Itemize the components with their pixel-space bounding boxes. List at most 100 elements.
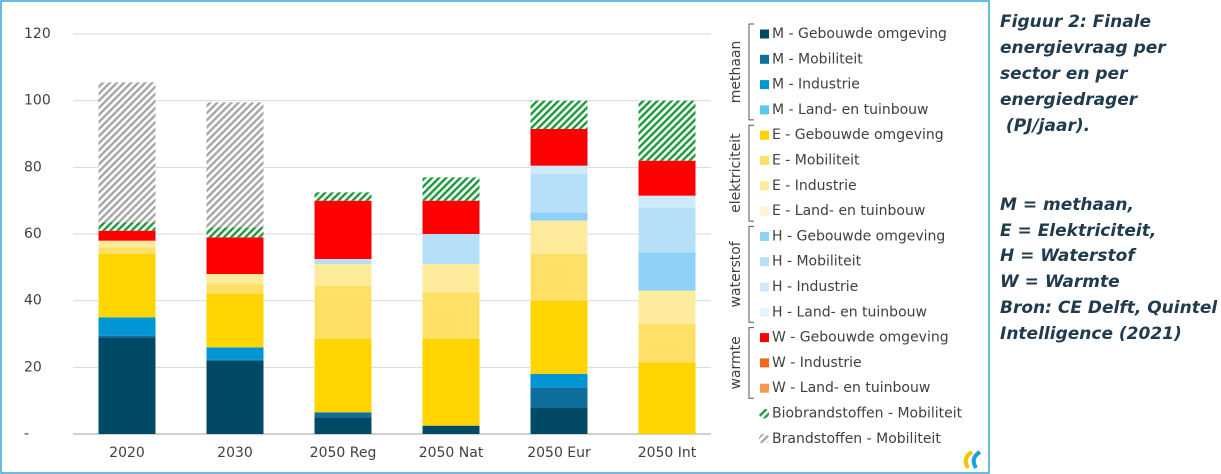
legend-swatch [760, 257, 769, 267]
legend-group-label: waterstof [728, 240, 744, 307]
bar-segment [530, 374, 588, 388]
legend-swatch [760, 80, 769, 90]
bar-segment [206, 347, 264, 360]
legend-group-label: elektriciteit [728, 133, 744, 213]
bar-segment [422, 200, 480, 234]
caption-line: sector en per [1000, 64, 1129, 84]
bar-segment [98, 317, 156, 336]
legend-group-label: warmte [728, 336, 744, 389]
x-tick-label: 2050 Nat [419, 445, 484, 461]
bar-segment [314, 264, 372, 286]
legend-swatch [760, 358, 769, 368]
bar-segment [206, 102, 264, 228]
bar-segment [422, 292, 480, 339]
bar-segment [530, 387, 588, 408]
legend-label: M - Gebouwde omgeving [772, 26, 947, 42]
bar-segment [206, 237, 264, 274]
legend-bracket [748, 225, 754, 323]
bar-segment [314, 200, 372, 259]
x-tick-label: 2050 Reg [310, 445, 377, 461]
y-tick-label: 80 [24, 159, 42, 175]
bar-segment [314, 339, 372, 413]
bar-segment [530, 212, 588, 221]
legend-bracket [748, 23, 754, 121]
y-tick-label: 20 [24, 359, 42, 375]
bar-segment [530, 220, 588, 254]
legend-group-label: methaan [728, 41, 744, 104]
caption-line: E = Elektriciteit, [1000, 221, 1156, 241]
bar-segment [98, 337, 156, 434]
bar-segment [530, 129, 588, 166]
y-tick-label: 100 [24, 93, 51, 109]
legend-label: E - Mobiliteit [772, 153, 860, 169]
legend-label: E - Land- en tuinbouw [772, 203, 925, 219]
bar-segment [98, 222, 156, 231]
legend-bracket [748, 327, 754, 399]
bar-segment [314, 412, 372, 418]
legend-swatch [759, 433, 769, 444]
legend-label: W - Industrie [772, 355, 862, 371]
bar-segment [98, 240, 156, 248]
caption-line: Bron: CE Delft, Quintel [1000, 298, 1218, 318]
bar-segment [98, 254, 156, 318]
bar-segment [638, 160, 696, 196]
bar-segment [206, 359, 264, 361]
bar-segment [422, 425, 480, 434]
legend-swatch [760, 130, 769, 140]
x-tick-label: 2050 Eur [527, 445, 591, 461]
legend-label: W - Gebouwde omgeving [772, 330, 949, 346]
bar-segment [530, 100, 588, 129]
x-tick-label: 2030 [217, 445, 253, 461]
legend-swatch [760, 105, 769, 115]
caption-line: M = methaan, [1000, 195, 1134, 215]
bar-segment [98, 230, 156, 241]
y-tick-label: - [24, 426, 29, 442]
caption-line: energievraag per [1000, 38, 1167, 58]
legend-swatch [760, 29, 769, 39]
legend-bracket [748, 124, 754, 222]
y-tick-label: 120 [24, 26, 51, 42]
legend-label: M - Land- en tuinbouw [772, 102, 929, 118]
bar-segment [530, 174, 588, 213]
bar-segment [314, 285, 372, 339]
legend-swatch [760, 181, 769, 191]
legend-label: H - Mobiliteit [772, 254, 862, 270]
caption-line: Figuur 2: Finale [1000, 12, 1151, 32]
caption-line: energiedrager [1000, 90, 1139, 110]
bar-segment [98, 335, 156, 338]
legend-swatch [760, 206, 769, 216]
bar-segment [206, 294, 264, 348]
legend-swatch [760, 307, 769, 317]
legend-label: Brandstoffen - Mobiliteit [772, 431, 941, 447]
bar-segment [206, 227, 264, 238]
legend-swatch [760, 156, 769, 165]
bar-segment [530, 407, 588, 434]
bar-segment [638, 100, 696, 161]
bar-segment [422, 264, 480, 293]
bar-segment [638, 195, 696, 208]
bar-segment [638, 252, 696, 291]
logo [963, 450, 982, 470]
bar-segment [530, 165, 588, 174]
caption-line: W = Warmte [1000, 272, 1120, 292]
bar-segment [422, 234, 480, 264]
bar-segment [638, 362, 696, 434]
caption-line: (PJ/jaar). [1000, 116, 1090, 136]
x-tick-label: 2020 [109, 445, 145, 461]
legend-swatch [760, 54, 769, 64]
legend-label: W - Land- en tuinbouw [772, 380, 930, 396]
legend-label: M - Mobiliteit [772, 51, 863, 67]
bar-segment [638, 290, 696, 324]
legend-label: E - Gebouwde omgeving [772, 127, 944, 143]
legend-label: M - Industrie [772, 77, 860, 93]
legend-swatch [760, 231, 769, 241]
legend-label: H - Land- en tuinbouw [772, 304, 927, 320]
x-tick-label: 2050 Int [638, 445, 697, 461]
bar-segment [422, 339, 480, 426]
bar-segment [638, 207, 696, 253]
bar-segment [422, 177, 480, 201]
legend-label: E - Industrie [772, 178, 857, 194]
caption-line: Intelligence (2021) [1000, 324, 1182, 344]
